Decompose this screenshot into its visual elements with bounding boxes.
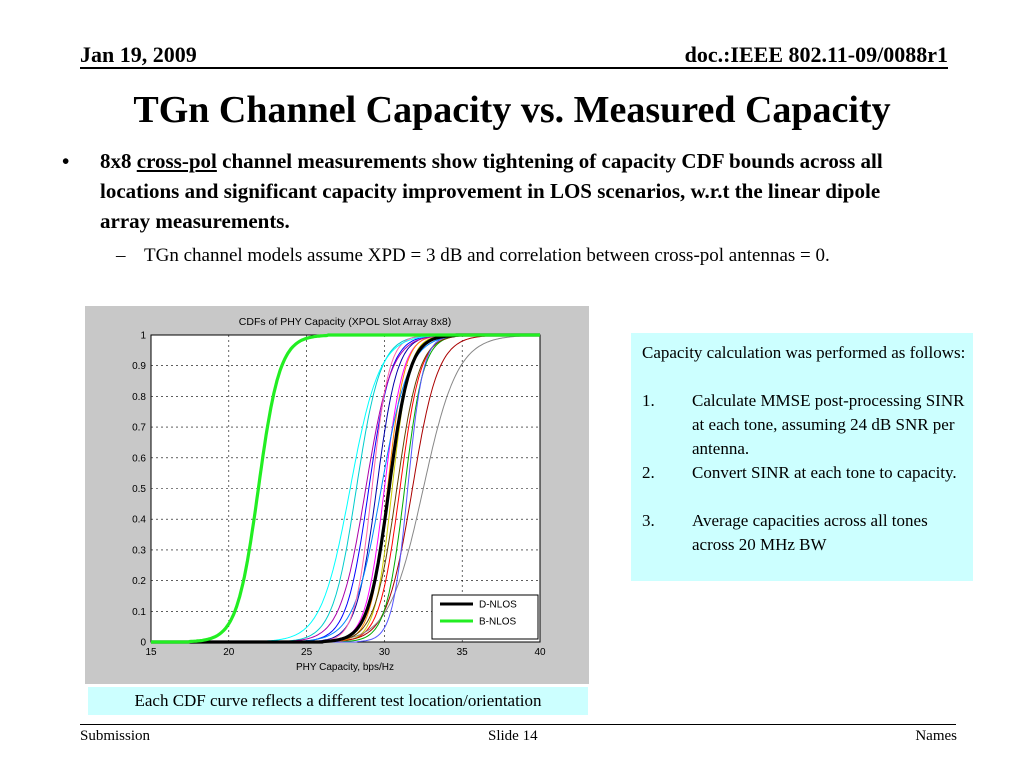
chart-legend: D-NLOS B-NLOS — [431, 594, 539, 640]
slide-title: TGn Channel Capacity vs. Measured Capaci… — [133, 89, 891, 131]
footer-divider — [80, 724, 956, 725]
info-step-text: Average capacities across all tones acro… — [692, 511, 928, 554]
bullet-dot: • — [62, 149, 70, 173]
bullet-dash: – — [116, 245, 126, 266]
y-tick-label: 0.8 — [132, 392, 146, 403]
bullet-main-underlined: cross-pol — [136, 149, 217, 173]
x-tick-label: 20 — [223, 647, 235, 658]
legend-label: B-NLOS — [479, 617, 517, 628]
header-date: Jan 19, 2009 — [80, 42, 197, 67]
chart-caption: Each CDF curve reflects a different test… — [88, 687, 588, 715]
y-tick-label: 0.2 — [132, 576, 146, 587]
x-tick-label: 30 — [379, 647, 391, 658]
axis-ticks: 15 20 25 30 35 40 0 0.1 0.2 0.3 0.4 0.5 0.6 0.7 0.8 0.9… — [132, 331, 546, 659]
x-tick-label: 35 — [457, 647, 469, 658]
cdf-chart: 15 20 25 30 35 40 0 0.1 0.2 0.3 0.4 0.5 0.6 0.7 0.8 0.9… — [85, 306, 589, 684]
footer-names: Names — [915, 728, 957, 744]
series-line-b-nlos — [151, 333, 540, 644]
y-tick-label: 0.9 — [132, 361, 146, 372]
y-tick-label: 0.6 — [132, 453, 146, 464]
footer-slide-number: Slide 14 — [488, 728, 538, 744]
header-divider — [80, 67, 948, 69]
y-tick-label: 0.4 — [132, 515, 146, 526]
bullet-main-post: channel measurements show tightening of … — [100, 149, 883, 233]
bullet-main-pre: 8x8 — [100, 149, 137, 173]
y-tick-label: 0.7 — [132, 423, 146, 434]
info-step-text: Convert SINR at each tone to capacity. — [692, 463, 957, 482]
x-tick-label: 15 — [145, 647, 157, 658]
y-tick-label: 0 — [140, 638, 146, 649]
grid-lines — [151, 335, 540, 642]
y-tick-label: 0.3 — [132, 545, 146, 556]
y-tick-label: 0.5 — [132, 484, 146, 495]
chart-title: CDFs of PHY Capacity (XPOL Slot Array 8x… — [239, 316, 451, 328]
header-doc-id: doc.:IEEE 802.11-09/0088r1 — [684, 42, 948, 67]
info-intro: Capacity calculation was performed as fo… — [642, 343, 966, 362]
legend-box — [431, 594, 539, 640]
bullet-main-text: 8x8 cross-pol channel measurements show … — [100, 146, 910, 236]
y-tick-label: 1 — [140, 331, 146, 342]
cdf-chart-svg: 15 20 25 30 35 40 0 0.1 0.2 0.3 0.4 0.5 0.6 0.7 0.8 0.9… — [132, 316, 546, 673]
bullet-sub-text: TGn channel models assume XPD = 3 dB and… — [144, 245, 830, 266]
x-tick-label: 40 — [534, 647, 546, 658]
x-tick-label: 25 — [301, 647, 313, 658]
series-lines — [151, 333, 540, 644]
y-tick-label: 0.1 — [132, 607, 146, 618]
x-axis-label: PHY Capacity, bps/Hz — [296, 662, 394, 673]
info-step-text: Calculate MMSE post-processing SINR at e… — [692, 391, 965, 458]
info-box: Capacity calculation was performed as fo… — [631, 333, 973, 581]
footer-submission: Submission — [80, 728, 151, 744]
info-step-number: 1. — [642, 391, 655, 410]
legend-label: D-NLOS — [479, 600, 517, 611]
info-step-number: 2. — [642, 463, 655, 482]
info-step-number: 3. — [642, 511, 655, 530]
